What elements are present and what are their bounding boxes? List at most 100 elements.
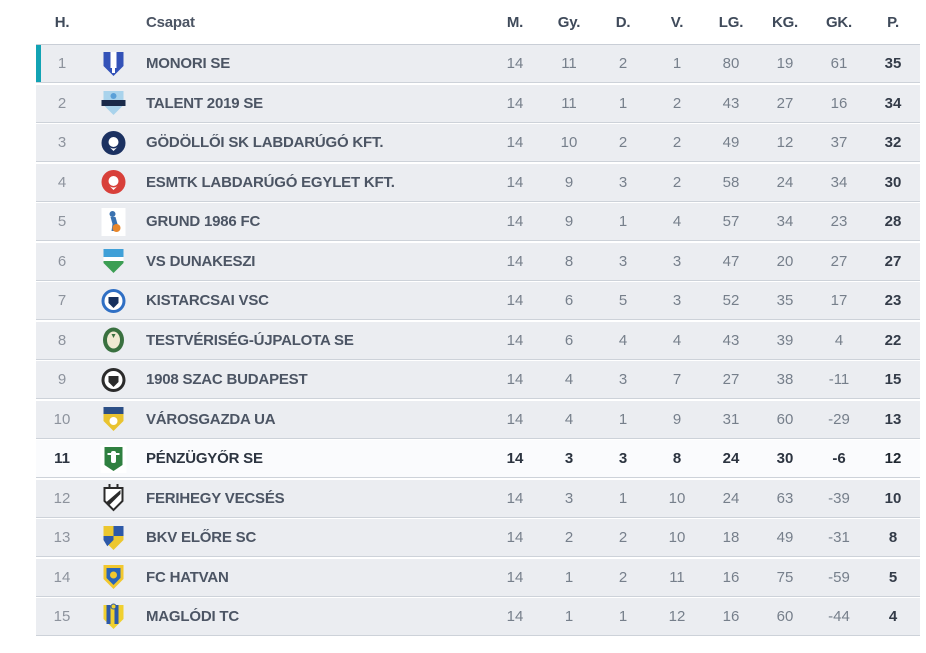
losses-cell: 3 — [672, 292, 682, 309]
table-row[interactable]: 13 BKV ELŐRE SC 14 2 2 10 18 49 -31 8 — [36, 519, 920, 557]
goals-for-cell: 43 — [722, 331, 740, 349]
losses-cell: 10 — [668, 489, 686, 507]
draws-cell: 3 — [618, 450, 628, 467]
goal-diff-cell: -29 — [828, 410, 850, 428]
table-row[interactable]: 12 FERIHEGY VECSÉS 14 3 1 10 24 63 -39 1… — [36, 479, 920, 518]
rank-cell: 5 — [57, 213, 67, 230]
testverieseg-crest-icon — [88, 322, 138, 359]
points-cell: 12 — [884, 450, 902, 467]
table-row[interactable]: 1 MONORI SE 14 11 2 1 80 19 61 35 — [36, 45, 920, 83]
losses-cell: 1 — [672, 55, 682, 72]
team-name: ESMTK LABDARÚGÓ EGYLET KFT. — [146, 173, 395, 191]
rank-cell: 14 — [53, 568, 71, 586]
team-name: 1908 SZAC BUDAPEST — [146, 371, 308, 388]
draws-cell: 1 — [618, 410, 628, 428]
table-row[interactable]: 8 TESTVÉRISÉG-ÚJPALOTA SE 14 6 4 4 43 39… — [36, 321, 920, 360]
table-row[interactable]: 4 ESMTK LABDARÚGÓ EGYLET KFT. 14 9 3 2 5… — [36, 163, 920, 202]
table-row[interactable]: 14 FC HATVAN 14 1 2 11 16 75 -59 5 — [36, 558, 920, 597]
table-row[interactable]: 3 GÖDÖLLŐI SK LABDARÚGÓ KFT. 14 10 2 2 4… — [36, 124, 920, 162]
losses-cell: 8 — [672, 450, 682, 467]
goals-against-cell: 12 — [776, 134, 794, 151]
team-name: GÖDÖLLŐI SK LABDARÚGÓ KFT. — [146, 134, 384, 151]
goal-diff-cell: -31 — [828, 529, 850, 546]
wins-cell: 2 — [564, 529, 574, 546]
rank-cell: 11 — [54, 450, 70, 467]
wins-cell: 8 — [564, 252, 574, 270]
team-name: VÁROSGAZDA UA — [146, 410, 276, 428]
points-cell: 4 — [888, 608, 898, 625]
goal-diff-cell: 34 — [830, 173, 848, 191]
matches-cell: 14 — [506, 450, 524, 467]
penzugyor-se-crest-icon — [88, 440, 138, 477]
table-header-row: H. Csapat M. Gy. D. V. LG. KG. GK. P. — [36, 0, 920, 45]
varosgazda-ua-crest-icon — [88, 401, 138, 438]
goal-diff-cell: 23 — [830, 213, 848, 230]
fc-hatvan-crest-icon — [88, 559, 138, 596]
losses-cell: 12 — [668, 608, 686, 625]
table-row[interactable]: 15 MAGLÓDI TC 14 1 1 12 16 60 -44 4 — [36, 598, 920, 636]
goals-for-cell: 58 — [722, 173, 740, 191]
goals-for-cell: 27 — [722, 371, 740, 388]
goals-for-cell: 52 — [722, 292, 740, 309]
goals-against-cell: 19 — [776, 55, 794, 72]
points-cell: 13 — [884, 410, 902, 428]
team-name: PÉNZÜGYŐR SE — [146, 450, 263, 467]
points-cell: 10 — [884, 489, 902, 507]
matches-cell: 14 — [506, 55, 524, 72]
rank-cell: 7 — [57, 292, 67, 309]
goals-against-cell: 75 — [776, 568, 794, 586]
points-cell: 27 — [884, 252, 902, 270]
points-cell: 34 — [884, 94, 902, 112]
rank-cell: 9 — [57, 371, 67, 388]
goals-for-cell: 31 — [722, 410, 740, 428]
column-header-points: P. — [887, 13, 899, 31]
goals-for-cell: 18 — [722, 529, 740, 546]
points-cell: 28 — [884, 213, 902, 230]
column-header-rank: H. — [54, 13, 70, 31]
table-row[interactable]: 11 PÉNZÜGYŐR SE 14 3 3 8 24 30 -6 12 — [36, 440, 920, 478]
draws-cell: 1 — [618, 94, 628, 112]
rank-cell: 2 — [57, 94, 67, 112]
table-row[interactable]: 9 1908 SZAC BUDAPEST 14 4 3 7 27 38 -11 … — [36, 361, 920, 399]
points-cell: 35 — [884, 55, 902, 72]
matches-cell: 14 — [506, 608, 524, 625]
losses-cell: 4 — [672, 331, 682, 349]
table-row[interactable]: 10 VÁROSGAZDA UA 14 4 1 9 31 60 -29 13 — [36, 400, 920, 439]
team-name: GRUND 1986 FC — [146, 213, 261, 230]
esmtk-crest-icon — [88, 164, 138, 201]
table-body: 1 MONORI SE 14 11 2 1 80 19 61 35 2 TALE… — [36, 45, 920, 636]
losses-cell: 7 — [672, 371, 682, 388]
goals-for-cell: 80 — [722, 55, 740, 72]
matches-cell: 14 — [506, 371, 524, 388]
losses-cell: 9 — [672, 410, 682, 428]
wins-cell: 4 — [564, 371, 574, 388]
matches-cell: 14 — [506, 213, 524, 230]
draws-cell: 1 — [618, 608, 628, 625]
column-header-losses: V. — [670, 13, 684, 31]
goal-diff-cell: 27 — [830, 252, 848, 270]
goal-diff-cell: -59 — [828, 568, 850, 586]
wins-cell: 6 — [564, 331, 574, 349]
godolloi-sk-crest-icon — [88, 124, 138, 161]
draws-cell: 1 — [618, 213, 628, 230]
points-cell: 5 — [888, 568, 898, 586]
rank-cell: 1 — [57, 55, 67, 72]
team-name: BKV ELŐRE SC — [146, 529, 257, 546]
losses-cell: 10 — [668, 529, 686, 546]
goals-against-cell: 60 — [776, 410, 794, 428]
column-header-wins: Gy. — [557, 13, 581, 31]
points-cell: 22 — [884, 331, 902, 349]
matches-cell: 14 — [506, 410, 524, 428]
table-row[interactable]: 7 KISTARCSAI VSC 14 6 5 3 52 35 17 23 — [36, 282, 920, 320]
wins-cell: 9 — [564, 173, 574, 191]
table-row[interactable]: 5 GRUND 1986 FC 14 9 1 4 57 34 23 28 — [36, 203, 920, 241]
points-cell: 32 — [884, 134, 902, 151]
goals-against-cell: 38 — [776, 371, 794, 388]
goal-diff-cell: 16 — [830, 94, 848, 112]
goal-diff-cell: -6 — [832, 450, 846, 467]
table-row[interactable]: 2 TALENT 2019 SE 14 11 1 2 43 27 16 34 — [36, 84, 920, 123]
table-row[interactable]: 6 VS DUNAKESZI 14 8 3 3 47 20 27 27 — [36, 242, 920, 281]
column-header-draws: D. — [615, 13, 631, 31]
goal-diff-cell: -11 — [828, 371, 850, 388]
column-header-goals-against: KG. — [771, 13, 799, 31]
